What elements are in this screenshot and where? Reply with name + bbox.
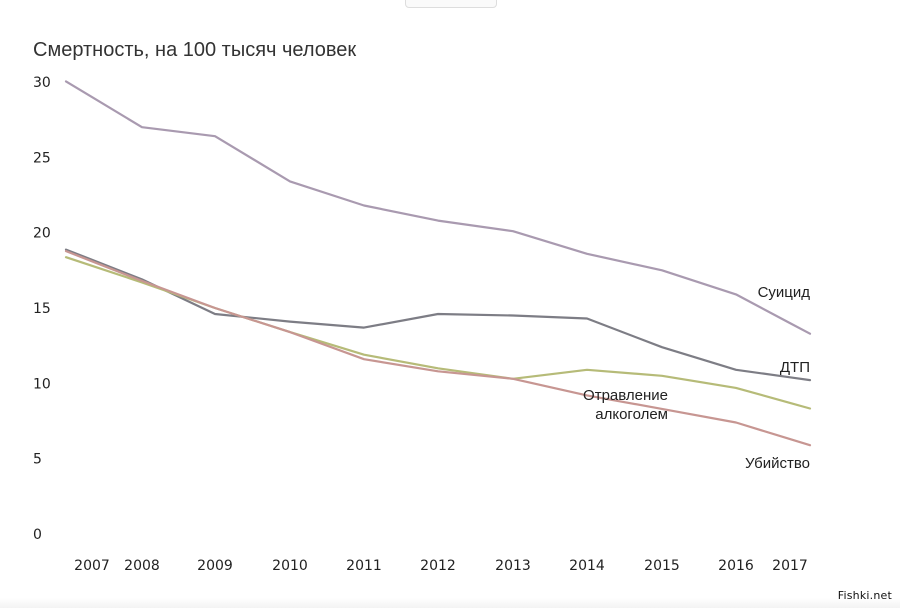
x-tick-label: 2012	[420, 558, 456, 574]
x-tick-label: 2014	[569, 558, 605, 574]
y-tick-label: 15	[33, 301, 51, 317]
x-tick-label: 2013	[495, 558, 531, 574]
bottom-caption-blur	[0, 598, 900, 608]
y-tick-label: 30	[33, 75, 51, 91]
series-line-4	[64, 250, 812, 447]
series-labels: Суицид ДТП Отравление алкоголем Убийство	[583, 284, 810, 472]
x-tick-label: 2010	[272, 558, 308, 574]
top-tab-decoration	[405, 0, 497, 8]
watermark: Fishki.net	[837, 589, 892, 602]
x-tick-label: 2008	[124, 558, 160, 574]
y-tick-label: 0	[33, 527, 42, 543]
series-label-3: Отравление алкоголем	[583, 387, 668, 423]
x-tick-label: 2017	[772, 558, 808, 574]
y-tick-label: 10	[33, 376, 51, 392]
series-label-2: ДТП	[780, 359, 810, 376]
x-tick-label: 2016	[718, 558, 754, 574]
y-tick-label: 5	[33, 452, 42, 468]
x-axis-ticks: 2007 2008 2009 2010 2011 2012 2013 2014 2015 2016…	[74, 558, 808, 574]
x-tick-label: 2015	[644, 558, 680, 574]
series-lines	[64, 80, 812, 447]
x-tick-label: 2007	[74, 558, 110, 574]
y-tick-label: 25	[33, 150, 51, 166]
series-label-4: Убийство	[745, 455, 810, 472]
series-line-3	[64, 256, 812, 410]
y-tick-label: 20	[33, 226, 51, 242]
x-tick-label: 2009	[197, 558, 233, 574]
series-line-2	[64, 248, 812, 382]
y-axis-ticks: 0 5 10 15 20 25 30	[33, 75, 51, 543]
series-label-1: Суицид	[758, 284, 811, 301]
chart-title: Смертность, на 100 тысяч человек	[33, 39, 356, 61]
x-tick-label: 2011	[346, 558, 382, 574]
series-line-1	[64, 80, 812, 335]
